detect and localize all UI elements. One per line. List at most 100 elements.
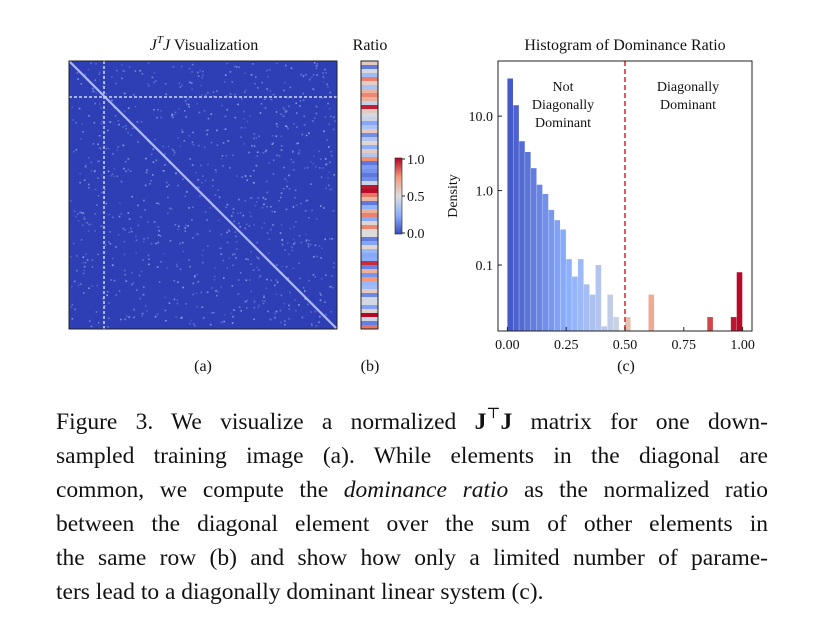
matrix-speck — [94, 170, 96, 172]
matrix-speck — [319, 292, 321, 295]
matrix-speck — [152, 174, 154, 176]
ratio-cell — [361, 273, 378, 278]
matrix-speck — [163, 170, 165, 172]
matrix-speck — [283, 166, 285, 169]
x-tick-label: 1.00 — [730, 338, 755, 353]
matrix-speck — [169, 207, 171, 210]
matrix-speck — [82, 212, 85, 214]
matrix-speck — [199, 69, 201, 72]
matrix-speck — [237, 103, 239, 106]
matrix-speck — [224, 314, 226, 316]
matrix-speck — [135, 252, 137, 254]
y-tick-label: 10.0 — [469, 110, 494, 125]
panel-b: Ratio 1.0 0.5 0.0 (b) — [353, 37, 425, 375]
colorbar-tick-high: 1.0 — [407, 153, 425, 168]
matrix-speck — [309, 243, 312, 246]
matrix-speck — [308, 279, 310, 282]
matrix-speck — [249, 197, 251, 199]
annotation-dominant: Diagonally Dominant — [657, 80, 719, 113]
matrix-speck — [71, 106, 74, 108]
matrix-speck — [217, 219, 220, 222]
matrix-speck — [238, 198, 240, 201]
matrix-speck — [230, 312, 232, 315]
matrix-speck — [327, 85, 329, 88]
matrix-speck — [107, 129, 109, 132]
matrix-speck — [269, 68, 271, 71]
matrix-speck — [244, 227, 247, 230]
matrix-speck — [100, 225, 102, 227]
matrix-speck — [117, 234, 120, 236]
matrix-speck — [100, 174, 103, 177]
ratio-cell — [361, 197, 378, 202]
ratio-cell — [361, 85, 378, 90]
matrix-speck — [287, 242, 289, 244]
matrix-speck — [275, 135, 278, 137]
matrix-speck — [327, 102, 329, 105]
matrix-speck — [131, 271, 133, 274]
matrix-speck — [265, 149, 268, 152]
matrix-speck — [315, 67, 318, 70]
matrix-speck — [292, 161, 295, 163]
matrix-speck — [88, 187, 90, 189]
matrix-speck — [164, 296, 166, 299]
matrix-speck — [284, 249, 286, 251]
matrix-speck — [137, 204, 139, 207]
matrix-speck — [181, 129, 183, 131]
matrix-speck — [275, 111, 278, 113]
matrix-speck — [213, 279, 216, 281]
matrix-speck — [87, 230, 90, 232]
matrix-speck — [124, 273, 126, 276]
matrix-speck — [292, 238, 295, 241]
matrix-speck — [77, 213, 79, 215]
annotation-left-line1: Not — [553, 80, 574, 95]
matrix-speck — [90, 62, 92, 64]
matrix-speck — [246, 120, 249, 123]
matrix-speck — [113, 175, 115, 178]
histogram-bar — [736, 272, 743, 331]
matrix-speck — [314, 310, 317, 313]
matrix-speck — [276, 125, 279, 128]
histogram-bar — [625, 317, 631, 331]
matrix-speck — [97, 194, 100, 197]
matrix-speck — [258, 304, 260, 307]
matrix-speck — [253, 301, 256, 303]
ratio-cell — [361, 113, 378, 118]
matrix-speck — [331, 154, 333, 157]
matrix-speck — [323, 207, 325, 209]
matrix-speck — [221, 155, 224, 157]
ratio-cell — [361, 141, 378, 146]
matrix-speck — [177, 184, 179, 187]
matrix-speck — [275, 310, 278, 313]
matrix-speck — [135, 235, 137, 238]
annotation-right-line1: Diagonally — [657, 80, 719, 95]
matrix-speck — [232, 315, 234, 318]
matrix-speck — [328, 184, 330, 187]
matrix-speck — [79, 181, 81, 184]
matrix-speck — [232, 208, 235, 210]
matrix-speck — [254, 204, 257, 207]
ratio-cell — [361, 253, 378, 258]
matrix-speck — [88, 287, 90, 289]
matrix-speck — [252, 63, 254, 65]
matrix-speck — [267, 310, 269, 313]
matrix-speck — [232, 264, 234, 266]
matrix-speck — [173, 154, 175, 156]
matrix-speck — [289, 86, 292, 89]
matrix-speck — [114, 114, 117, 117]
matrix-speck — [98, 146, 101, 149]
matrix-speck — [164, 164, 166, 166]
matrix-speck — [250, 74, 253, 76]
matrix-speck — [235, 257, 237, 259]
matrix-speck — [324, 301, 326, 303]
matrix-speck — [223, 277, 225, 279]
matrix-speck — [280, 192, 283, 194]
matrix-speck — [105, 202, 108, 205]
histogram-bar — [542, 193, 549, 331]
matrix-speck — [272, 173, 275, 175]
histogram-bar — [519, 141, 525, 331]
matrix-speck — [304, 290, 306, 292]
matrix-speck — [122, 126, 125, 128]
matrix-speck — [295, 309, 297, 312]
matrix-speck — [97, 253, 99, 256]
matrix-speck — [148, 263, 150, 266]
